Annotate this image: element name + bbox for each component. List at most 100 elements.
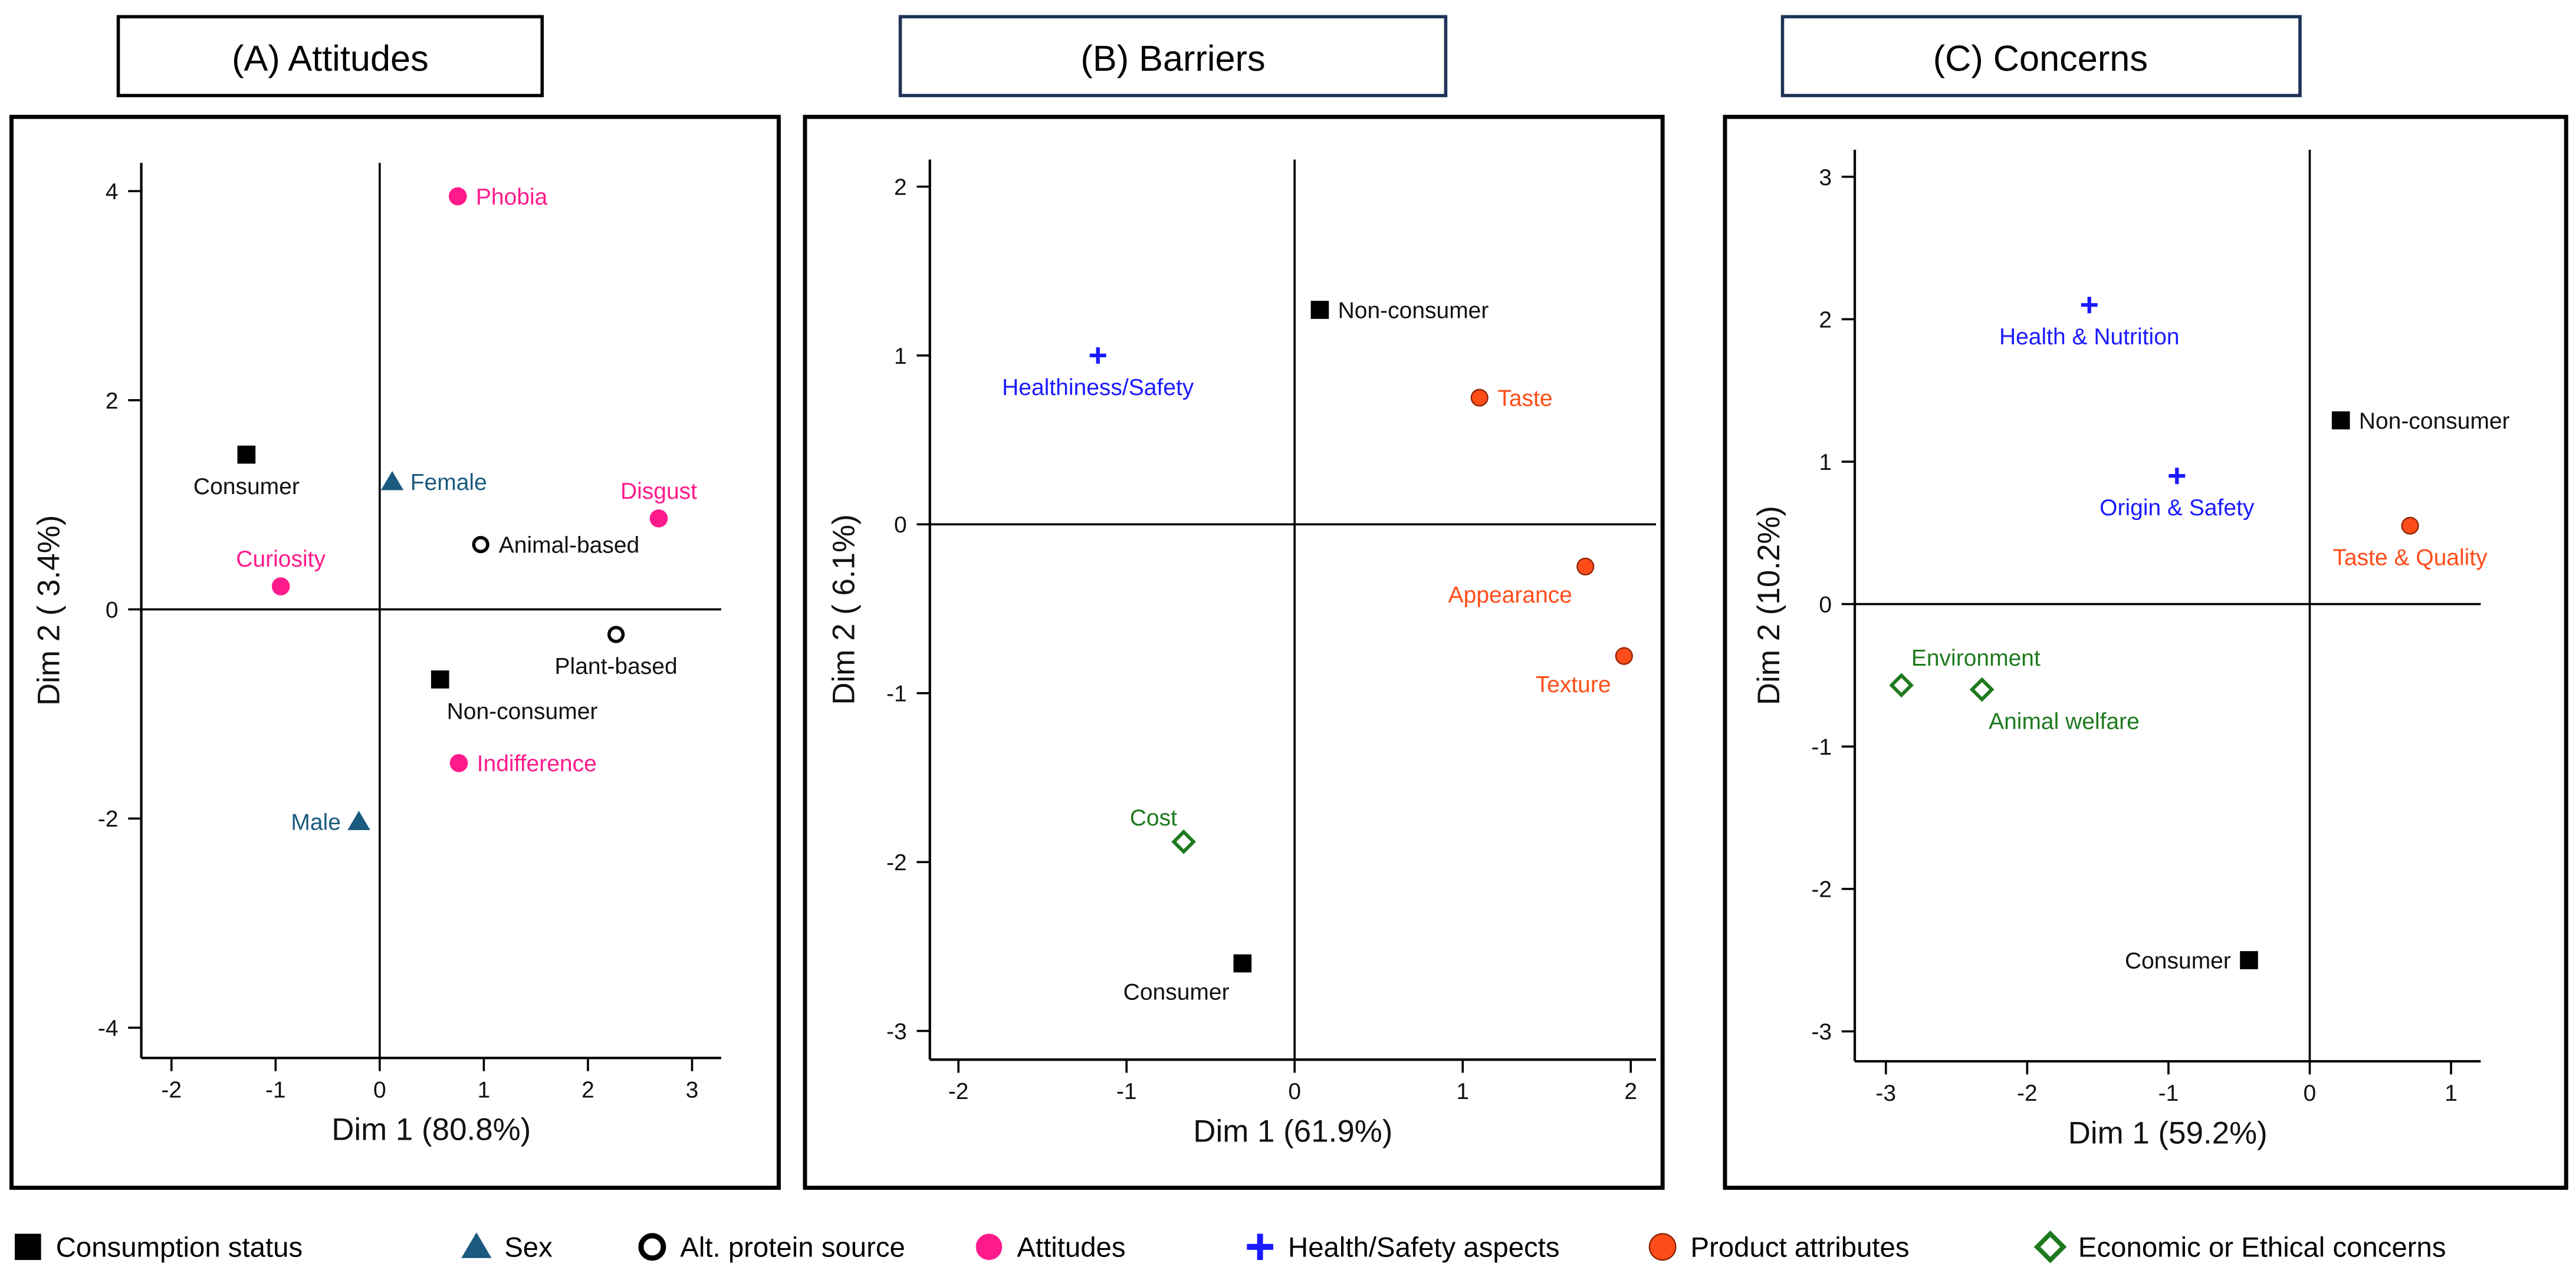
legend-diamond-icon: [2033, 1230, 2067, 1263]
x-tick-label: -1: [1116, 1079, 1137, 1104]
legend-label: Sex: [504, 1232, 553, 1263]
y-tick-label: 0: [894, 512, 907, 538]
x-tick-label: 1: [2444, 1081, 2457, 1106]
panel-c-frame: [1723, 114, 2568, 1190]
point-label: Plant-based: [555, 654, 678, 679]
point-label: Non-consumer: [1338, 298, 1489, 324]
x-tick-label: 2: [581, 1077, 594, 1103]
legend-circle-icon: [975, 1233, 1003, 1261]
y-tick-label: 0: [106, 598, 119, 623]
data-point: Non-consumer: [1310, 298, 1489, 324]
legend-label: Economic or Ethical concerns: [2078, 1232, 2446, 1263]
point-label: Texture: [1536, 672, 1611, 697]
data-point: Taste: [1470, 386, 1553, 411]
y-tick-label: 3: [1819, 165, 1832, 190]
open-circle-marker: [607, 626, 625, 643]
x-tick-label: 3: [686, 1077, 699, 1103]
point-label: Non-consumer: [2359, 409, 2510, 434]
data-point: Health & Nutrition: [1999, 297, 2180, 350]
open-circle-marker: [472, 535, 489, 554]
y-tick-label: 0: [1819, 593, 1832, 618]
orange-circle-marker: [1615, 647, 1633, 665]
panel-b-plot: -2 -1 0 1 2 -3 -2 -1 0 1 2 Dim 1 (61.9%) Dim 2 ( 6.1…: [827, 159, 1656, 1149]
point-label: Origin & Safety: [2099, 495, 2255, 521]
panel-c-plot: -3 -2 -1 0 1 -3 -2 -1 0 1 2 3 Dim 1 (59.2%) Dim 2 (10…: [1752, 149, 2510, 1150]
panel-c-title-box: (C) Concerns: [1780, 15, 2302, 97]
x-tick-label: -2: [2017, 1081, 2038, 1106]
legend-open-circle-icon: [638, 1233, 666, 1261]
data-point: Environment: [1889, 646, 2041, 698]
data-point: Phobia: [448, 185, 548, 210]
data-point: Animal-based: [472, 533, 639, 558]
data-point: Consumer: [193, 445, 300, 499]
legend-label: Attitudes: [1017, 1232, 1125, 1263]
y-axis-title: Dim 2 ( 3.4%): [31, 515, 66, 706]
point-label: Non-consumer: [447, 699, 598, 724]
triangle-marker: [380, 470, 404, 491]
y-tick-label: 2: [106, 389, 119, 414]
point-label: Healthiness/Safety: [1002, 375, 1194, 400]
legend-label: Product attributes: [1690, 1232, 1909, 1263]
point-label: Taste & Quality: [2332, 545, 2488, 571]
data-point: Curiosity: [236, 547, 326, 595]
square-marker: [431, 670, 449, 689]
legend-item: Consumption status: [15, 1232, 303, 1263]
y-tick-label: -2: [886, 850, 907, 876]
point-label: Environment: [1911, 646, 2041, 671]
data-point: Female: [380, 470, 487, 495]
y-tick-label: -1: [886, 682, 907, 707]
y-tick-label: -2: [98, 807, 119, 832]
point-label: Consumer: [1123, 979, 1230, 1005]
legend: Consumption status Sex Alt. protein source…: [15, 1230, 2446, 1263]
legend-plus-icon: [1247, 1233, 1273, 1261]
data-point: Indifference: [449, 751, 597, 776]
y-tick-label: 2: [1819, 307, 1832, 333]
point-label: Indifference: [477, 751, 597, 776]
x-tick-label: 0: [1288, 1079, 1301, 1104]
data-point: Non-consumer: [2331, 409, 2510, 434]
point-label: Disgust: [620, 479, 697, 504]
square-marker: [1233, 954, 1252, 973]
data-point: Male: [291, 810, 370, 835]
y-tick-label: -3: [886, 1019, 907, 1044]
x-axis-title: Dim 1 (59.2%): [2068, 1116, 2268, 1150]
y-axis-title: Dim 2 ( 6.1%): [827, 514, 862, 705]
x-axis-title: Dim 1 (80.8%): [331, 1113, 531, 1147]
data-point: Texture: [1536, 647, 1633, 697]
point-label: Animal welfare: [1989, 709, 2140, 734]
data-point: Plant-based: [555, 626, 678, 679]
data-point: Appearance: [1448, 557, 1595, 608]
panel-b-title: (B) Barriers: [1080, 38, 1265, 78]
legend-item: Product attributes: [1648, 1232, 1910, 1263]
x-tick-label: -2: [161, 1077, 182, 1103]
legend-item: Sex: [461, 1232, 553, 1263]
x-tick-label: 2: [1624, 1079, 1637, 1104]
square-marker: [1310, 301, 1329, 319]
data-point: Healthiness/Safety: [1002, 347, 1194, 400]
y-axis-title: Dim 2 (10.2%): [1752, 506, 1786, 705]
x-tick-label: 1: [478, 1077, 491, 1103]
panel-b-title-box: (B) Barriers: [898, 15, 1448, 97]
circle-marker: [649, 509, 668, 528]
panel-c-title: (C) Concerns: [1933, 38, 2148, 78]
square-marker: [2331, 411, 2350, 430]
point-label: Phobia: [476, 185, 548, 210]
x-tick-label: 0: [2304, 1081, 2317, 1106]
point-label: Cost: [1130, 805, 1177, 831]
orange-circle-marker: [1470, 389, 1489, 407]
legend-label: Consumption status: [56, 1232, 303, 1263]
panel-a-frame: [9, 114, 781, 1190]
y-tick-label: 2: [894, 175, 907, 200]
circle-marker: [448, 187, 467, 206]
data-point: Cost: [1130, 805, 1196, 854]
data-point: Non-consumer: [431, 670, 597, 724]
circle-marker: [449, 753, 468, 772]
orange-circle-marker: [2401, 516, 2419, 535]
y-tick-label: 1: [1819, 450, 1832, 475]
data-point: Consumer: [1123, 954, 1252, 1005]
point-label: Health & Nutrition: [1999, 324, 2180, 350]
legend-item: Economic or Ethical concerns: [2033, 1230, 2446, 1263]
point-label: Curiosity: [236, 547, 326, 572]
x-tick-label: -1: [2158, 1081, 2179, 1106]
plus-marker: [1089, 347, 1106, 364]
